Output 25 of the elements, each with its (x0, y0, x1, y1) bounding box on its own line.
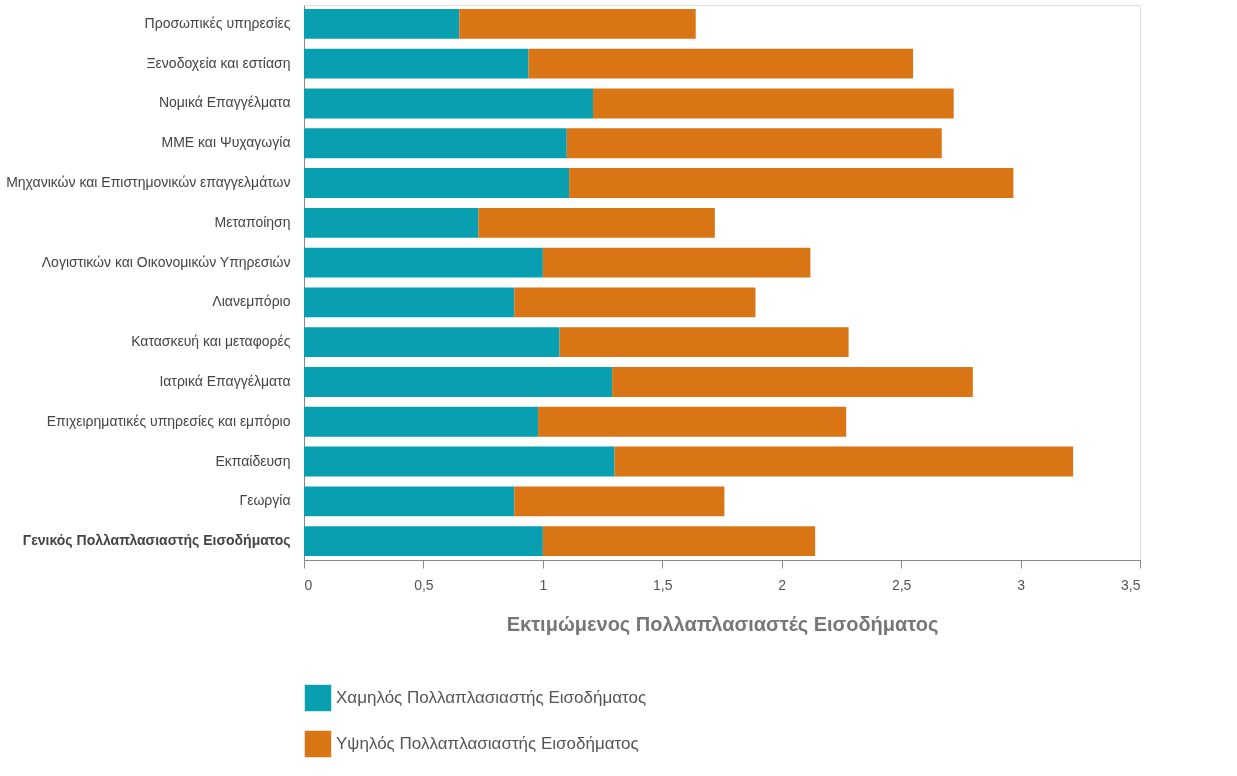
y-tick-label: Προσωπικές υπηρεσίες (144, 14, 291, 31)
y-tick-label: Λογιστικών και Οικονομικών Υπηρεσιών (41, 253, 291, 270)
y-tick-label: Νομικά Επαγγέλματα (158, 94, 291, 111)
y-tick-label: Μηχανικών και Επιστημονικών επαγγελμάτων (6, 174, 291, 191)
x-tick-label: 3 (1017, 576, 1026, 593)
x-tick-label: 3,5 (1121, 576, 1141, 593)
y-tick-label: Λιανεμπόριο (212, 293, 291, 310)
x-axis-title: Εκτιμώμενος Πολλαπλασιαστές Εισοδήματος (506, 612, 939, 635)
y-tick-label: Ιατρικά Επαγγέλματα (159, 372, 291, 389)
y-tick-label: Εκπαίδευση (215, 452, 291, 469)
x-tick-label: 2 (778, 576, 787, 593)
x-tick-label: 2,5 (891, 576, 912, 593)
y-tick-label: Μεταποίηση (214, 213, 291, 230)
x-tick-label: 1,5 (653, 576, 673, 593)
legend-label: Χαμηλός Πολλαπλασιαστής Εισοδήματος (336, 688, 647, 707)
y-tick-label: Κατασκευή και μεταφορές (131, 333, 291, 350)
y-tick-label: Επιχειρηματικές υπηρεσίες και εμπόριο (46, 412, 291, 429)
y-tick-label: Γεωργία (239, 492, 291, 509)
x-tick-label: 1 (539, 576, 548, 593)
x-tick-label: 0 (304, 576, 313, 593)
legend-label: Υψηλός Πολλαπλασιαστής Εισοδήματος (336, 734, 639, 753)
y-tick-label: ΜΜΕ και Ψυχαγωγία (161, 134, 291, 151)
y-tick-label: Γενικός Πολλαπλασιαστής Εισοδήματος (22, 532, 291, 549)
x-tick-label: 0,5 (414, 576, 434, 593)
y-tick-label: Ξενοδοχεία και εστίαση (146, 54, 291, 71)
